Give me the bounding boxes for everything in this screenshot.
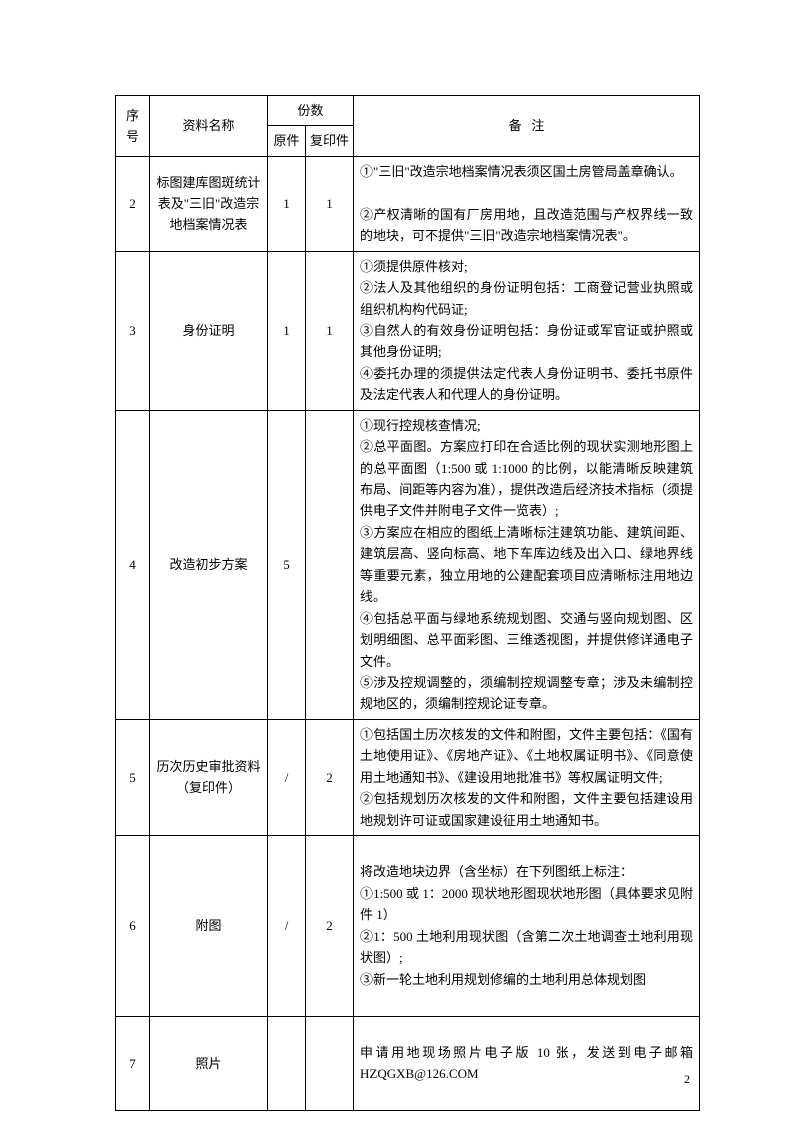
table-row: 5历次历史审批资料（复印件）/2①包括国土历次核发的文件和附图，文件主要包括：《… bbox=[116, 719, 700, 835]
cell-name: 身份证明 bbox=[150, 251, 268, 410]
cell-name: 标图建库图斑统计表及"三旧"改造宗地档案情况表 bbox=[150, 156, 268, 251]
cell-remark: ①包括国土历次核发的文件和附图，文件主要包括：《国有土地使用证》、《房地产证》、… bbox=[354, 719, 700, 835]
table-row: 2标图建库图斑统计表及"三旧"改造宗地档案情况表11①"三旧"改造宗地档案情况表… bbox=[116, 156, 700, 251]
cell-remark: ①现行控规核查情况; ②总平面图。方案应打印在合适比例的现状实测地形图上的总平面… bbox=[354, 410, 700, 719]
header-copies: 份数 bbox=[268, 96, 354, 126]
table-row: 7照片 申请用地现场照片电子版 10 张，发送到电子邮箱HZQGXB@126.C… bbox=[116, 1016, 700, 1111]
cell-copy bbox=[306, 1016, 354, 1111]
cell-copy: 1 bbox=[306, 156, 354, 251]
cell-remark: 申请用地现场照片电子版 10 张，发送到电子邮箱HZQGXB@126.COM bbox=[354, 1016, 700, 1111]
cell-original: 1 bbox=[268, 251, 306, 410]
page-number: 2 bbox=[684, 1072, 690, 1087]
cell-original: / bbox=[268, 836, 306, 1017]
cell-seq: 3 bbox=[116, 251, 150, 410]
cell-name: 历次历史审批资料（复印件） bbox=[150, 719, 268, 835]
cell-seq: 5 bbox=[116, 719, 150, 835]
header-seq: 序号 bbox=[116, 96, 150, 157]
cell-seq: 7 bbox=[116, 1016, 150, 1111]
cell-name: 附图 bbox=[150, 836, 268, 1017]
cell-copy: 1 bbox=[306, 251, 354, 410]
cell-copy: 2 bbox=[306, 836, 354, 1017]
cell-name: 改造初步方案 bbox=[150, 410, 268, 719]
header-photocopy: 复印件 bbox=[306, 126, 354, 156]
cell-name: 照片 bbox=[150, 1016, 268, 1111]
header-original: 原件 bbox=[268, 126, 306, 156]
table-row: 6附图/2 将改造地块边界（含坐标）在下列图纸上标注： ①1:500 或 1：2… bbox=[116, 836, 700, 1017]
cell-seq: 2 bbox=[116, 156, 150, 251]
table-row: 4改造初步方案5①现行控规核查情况; ②总平面图。方案应打印在合适比例的现状实测… bbox=[116, 410, 700, 719]
cell-seq: 6 bbox=[116, 836, 150, 1017]
cell-original: / bbox=[268, 719, 306, 835]
cell-original bbox=[268, 1016, 306, 1111]
cell-remark: ①"三旧"改造宗地档案情况表须区国土房管局盖章确认。 ②产权清晰的国有厂房用地，… bbox=[354, 156, 700, 251]
cell-remark: ①须提供原件核对; ②法人及其他组织的身份证明包括：工商登记营业执照或组织机构构… bbox=[354, 251, 700, 410]
cell-seq: 4 bbox=[116, 410, 150, 719]
cell-original: 1 bbox=[268, 156, 306, 251]
materials-table: 序号 资料名称 份数 备 注 原件 复印件 2标图建库图斑统计表及"三旧"改造宗… bbox=[115, 95, 700, 1111]
cell-copy bbox=[306, 410, 354, 719]
cell-original: 5 bbox=[268, 410, 306, 719]
cell-remark: 将改造地块边界（含坐标）在下列图纸上标注： ①1:500 或 1：2000 现状… bbox=[354, 836, 700, 1017]
cell-copy: 2 bbox=[306, 719, 354, 835]
table-row: 3身份证明11①须提供原件核对; ②法人及其他组织的身份证明包括：工商登记营业执… bbox=[116, 251, 700, 410]
header-name: 资料名称 bbox=[150, 96, 268, 157]
header-remark: 备 注 bbox=[354, 96, 700, 157]
